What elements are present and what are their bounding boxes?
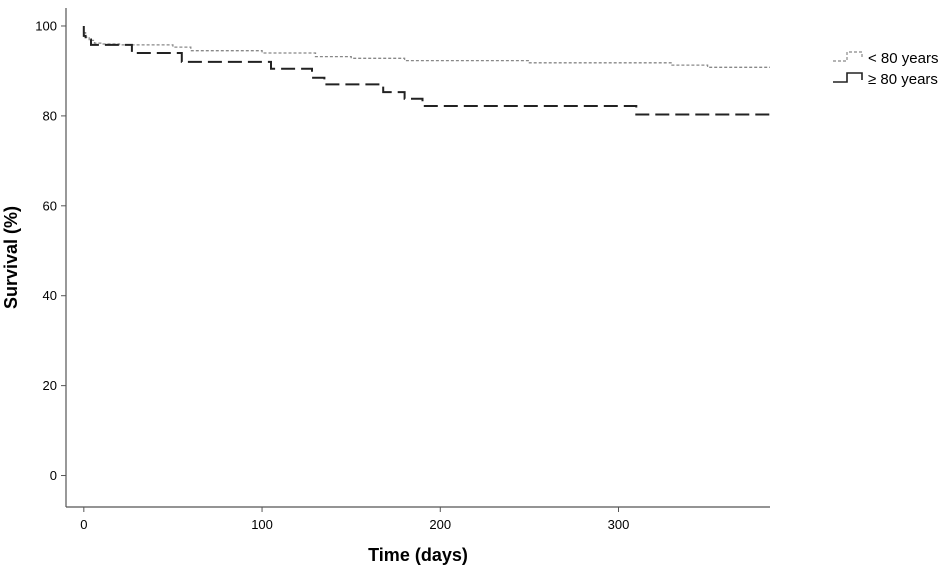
legend-swatch-1 xyxy=(833,72,863,83)
series-line-0 xyxy=(83,32,770,68)
y-axis-title: Survival (%) xyxy=(1,206,21,309)
x-tick-label: 200 xyxy=(429,517,451,532)
legend: < 80 years ≥ 80 years xyxy=(833,50,938,88)
series-line-1 xyxy=(82,26,770,116)
x-axis-title: Time (days) xyxy=(368,545,468,565)
x-tick-label: 0 xyxy=(80,517,87,532)
y-tick-label: 0 xyxy=(50,468,57,483)
x-tick-label: 100 xyxy=(251,517,273,532)
legend-label-0: < 80 years xyxy=(868,50,938,67)
series-layer xyxy=(82,26,770,116)
legend-label-1: ≥ 80 years xyxy=(868,71,938,88)
legend-swatch-0 xyxy=(833,51,863,62)
x-tick-label: 300 xyxy=(608,517,630,532)
y-tick-label: 80 xyxy=(43,108,57,123)
y-tick-label: 20 xyxy=(43,378,57,393)
axes: 0 20 40 60 80 100 0 100 200 300 xyxy=(35,8,770,532)
y-tick-label: 100 xyxy=(35,18,57,33)
y-tick-label: 40 xyxy=(43,288,57,303)
y-tick-label: 60 xyxy=(43,198,57,213)
